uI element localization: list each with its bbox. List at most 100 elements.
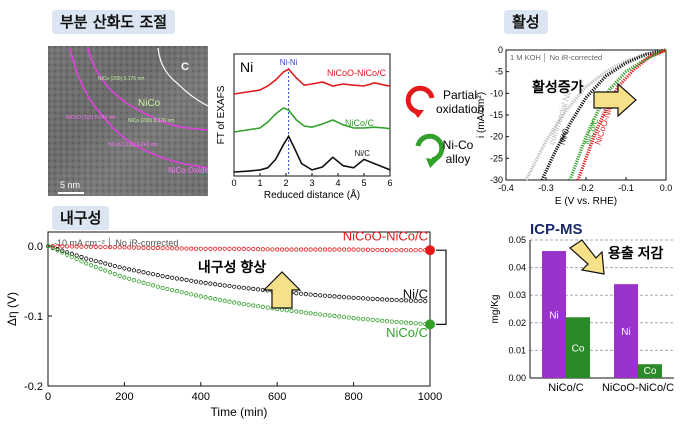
durability-y-tick-label: -0.1 [24, 311, 43, 323]
alloy-arrowhead [426, 158, 438, 168]
durability-point [136, 269, 141, 274]
durability-point [208, 246, 213, 251]
activity-arrow-shape [593, 82, 637, 118]
lsv-x-tick-label: -0.3 [538, 183, 554, 193]
durability-point [79, 244, 84, 249]
icpms-chart: ICP-MS 0.00 0.01 0.02 0.03 0.04 0.05 Ni Co NiCo/C… [490, 222, 674, 394]
durability-point [184, 291, 189, 296]
durability-point [356, 316, 361, 321]
durability-point [208, 281, 213, 286]
durability-point [327, 313, 332, 318]
durability-point [251, 303, 256, 308]
durability-point [322, 293, 328, 298]
durability-arrow [262, 271, 302, 309]
durability-point [399, 248, 404, 253]
durability-point [260, 304, 265, 310]
durability-point [318, 312, 323, 317]
icpms-bar [566, 317, 590, 378]
durability-point [255, 304, 261, 309]
durability-point [222, 283, 227, 288]
durability-point [394, 319, 399, 325]
durability-point [65, 250, 70, 255]
tem-plane-2: NiCo (200) 0.176 nm [128, 118, 174, 124]
icpms-y-tick-label: 0.01 [508, 345, 526, 355]
durability-point [227, 283, 232, 289]
durability-point [404, 298, 409, 303]
durability-point [213, 296, 218, 302]
durability-end-marker [425, 319, 435, 330]
durability-point [380, 318, 385, 323]
alloy-arrow [415, 133, 445, 163]
durability-point [327, 247, 332, 252]
activity-title-badge: 활성 [504, 10, 548, 34]
durability-series-label: NiCoO-NiCo/C [343, 229, 428, 244]
durability-point [318, 247, 323, 252]
exafs-y-axis-label: FT of EXAFS [216, 85, 227, 144]
durability-point [93, 258, 98, 264]
durability-point [69, 244, 74, 249]
durability-x-tick-label: 400 [192, 391, 210, 403]
durability-point [294, 291, 299, 296]
durability-point [170, 275, 175, 280]
icpms-y-tick-label: 0.00 [508, 373, 526, 383]
durability-point [93, 264, 98, 270]
carbon-boundary [157, 47, 208, 107]
durability-series-label: Ni/C [403, 287, 428, 302]
durability-x-axis-label: Time (min) [211, 405, 268, 419]
durability-point [303, 292, 308, 297]
durability-x-tick-label: 800 [344, 391, 362, 403]
durability-point [170, 287, 175, 293]
durability-point [251, 286, 256, 291]
durability-point [98, 244, 103, 250]
durability-point [413, 298, 418, 303]
durability-point [365, 247, 371, 252]
durability-point [217, 297, 222, 303]
durability-point [88, 244, 94, 249]
exafs-series-line [233, 107, 391, 133]
durability-point [289, 247, 294, 252]
tem-label-nico: NiCo [138, 98, 161, 109]
durability-point [74, 257, 79, 262]
partial-oxidation-arrowhead [412, 110, 424, 118]
durability-point [117, 245, 122, 250]
durability-point [370, 247, 375, 252]
durability-point [384, 248, 390, 253]
durability-point [155, 284, 160, 289]
durability-point [408, 298, 413, 303]
lsv-plot-frame [505, 49, 667, 181]
durability-point [370, 317, 375, 322]
durability-point [423, 299, 428, 304]
exafs-series-line [233, 134, 391, 173]
durability-point [103, 261, 108, 266]
durability-point [217, 282, 222, 287]
durability-point [136, 279, 141, 284]
durability-point [150, 245, 156, 251]
icpms-bar [614, 284, 638, 378]
oxide-boundary-inner [87, 47, 208, 131]
lsv-y-tick-label: -10 [490, 88, 503, 98]
durability-point [69, 254, 74, 260]
durability-point [365, 317, 371, 322]
durability-point [184, 246, 189, 251]
durability-chart: -10 mA cm⁻² │ No iR-corrected0.0-0.1-0.2… [5, 229, 447, 419]
tem-plane-3: NiCoO (111) 0.242 nm [66, 115, 116, 121]
tem-title: 부분 산화도 조절 [60, 13, 168, 31]
durability-x-tick-label: 200 [115, 391, 133, 403]
lsv-annotation: 1 M KOH │ No iR-corrected [510, 53, 602, 63]
durability-point [179, 290, 184, 295]
durability-point [413, 248, 418, 253]
durability-point [327, 293, 332, 299]
durability-point [122, 245, 127, 250]
durability-point [308, 311, 313, 316]
tem-title-badge: 부분 산화도 조절 [52, 10, 176, 34]
lsv-y-tick-label: -20 [490, 132, 503, 142]
exafs-x-tick-label: 4 [335, 178, 340, 188]
durability-point [260, 247, 265, 252]
durability-arrow-shape [262, 271, 302, 309]
durability-point [141, 280, 146, 285]
durability-point [389, 297, 394, 303]
durability-point [88, 257, 94, 262]
durability-bracket [436, 249, 447, 325]
durability-point [375, 247, 380, 253]
durability-title-badge: 내구성 [52, 206, 110, 230]
